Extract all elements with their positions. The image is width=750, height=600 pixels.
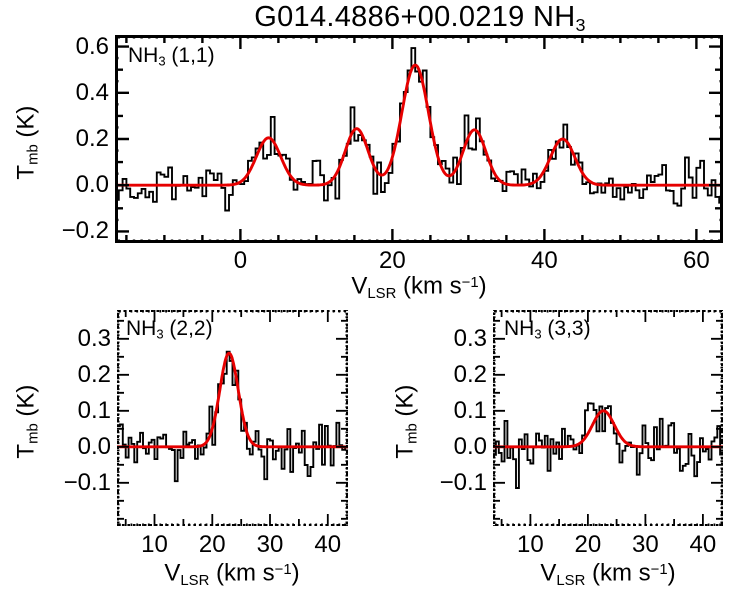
y-tick-label: 0.6	[75, 32, 109, 60]
y-tick-label: 0.3	[77, 324, 111, 352]
y-tick-label: 0.3	[453, 324, 487, 352]
panel-label-nh3-11: NH3 (1,1)	[128, 44, 215, 69]
y-tick-label: 0.0	[77, 432, 111, 460]
x-tick-label: 20	[198, 531, 226, 558]
axis-ticks	[493, 310, 723, 526]
y-tick-label: 0.2	[77, 360, 111, 388]
x-axis-title-bottom-left: VLSR (km s−1)	[164, 559, 300, 589]
histogram-trace	[115, 47, 723, 212]
panel-label-nh3-33: NH3 (3,3)	[504, 317, 591, 342]
figure-title: G014.4886+00.0219 NH3	[90, 1, 750, 36]
plot-frame	[117, 310, 348, 526]
y-tick-label: 0.1	[77, 396, 111, 424]
figure-title-subscript: 3	[575, 15, 586, 36]
x-tick-label: 40	[314, 531, 342, 558]
panel-label-nh3-22: NH3 (2,2)	[126, 317, 213, 342]
y-tick-label: 0.0	[75, 171, 109, 199]
y-tick-label: 0.1	[453, 396, 487, 424]
y-tick-label: −0.1	[439, 468, 487, 496]
x-tick-label: 10	[517, 531, 544, 558]
y-tick-label: −0.2	[61, 217, 109, 245]
x-tick-label: 30	[256, 531, 284, 558]
y-tick-label: 0.2	[75, 125, 109, 152]
x-tick-label: 30	[632, 531, 659, 558]
y-tick-label: 0.0	[453, 432, 487, 460]
fit-curve	[493, 409, 723, 449]
x-axis-title-bottom-right: VLSR (km s−1)	[540, 559, 676, 589]
y-tick-label: −0.1	[63, 468, 111, 496]
fit-curve	[115, 63, 723, 187]
x-tick-label: 10	[141, 531, 168, 558]
y-tick-label: 0.2	[453, 360, 487, 388]
axis-ticks	[117, 310, 348, 526]
x-tick-label: 40	[531, 247, 558, 274]
figure-title-text: G014.4886+00.0219 NH	[254, 1, 576, 33]
nh3-11-spectrum-plot	[115, 35, 723, 243]
histogram-trace	[493, 402, 723, 489]
nh3-33-spectrum-plot	[493, 310, 723, 526]
fit-curve	[117, 351, 348, 449]
x-tick-label: 20	[574, 531, 602, 558]
x-axis-title-top: VLSR (km s−1)	[351, 272, 487, 302]
plot-frame	[115, 35, 723, 243]
x-tick-label: 60	[683, 247, 710, 274]
histogram-trace	[117, 350, 348, 483]
nh3-22-spectrum-plot	[117, 310, 348, 526]
y-tick-label: 0.4	[75, 78, 109, 106]
x-tick-label: 20	[379, 247, 406, 274]
x-tick-label: 40	[689, 531, 717, 558]
x-tick-label: 0	[233, 247, 248, 274]
plot-frame	[493, 310, 723, 526]
